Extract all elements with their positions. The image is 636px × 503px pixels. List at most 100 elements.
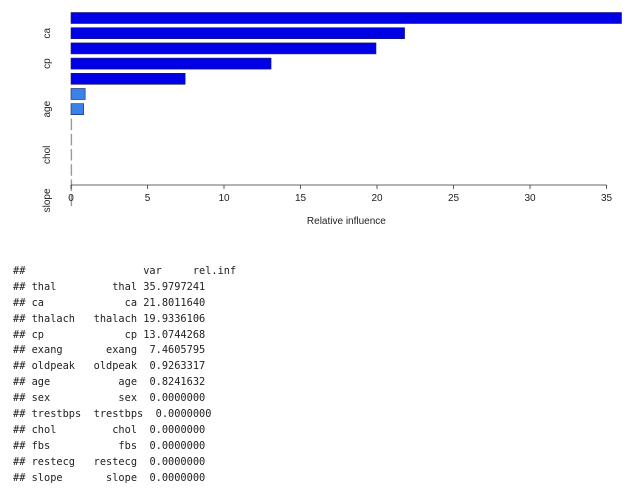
row-name: restecg [31,455,76,468]
x-tick-label: 25 [448,193,460,204]
row-name: ca [31,296,45,309]
console-prompt: ## [13,280,26,293]
x-tick-label: 35 [601,193,613,204]
bars-group [70,12,622,207]
bar-chol [70,149,73,161]
row-name: age [31,376,51,389]
console-row: ## fbs fbs 0.0000000 [13,439,236,455]
row-var: cp [124,328,138,341]
console-prompt: ## [13,408,26,421]
console-row: ## age age 0.8241632 [13,375,236,391]
row-rel-inf: 0.0000000 [149,439,206,452]
console-prompt: ## [13,328,26,341]
x-tick-label: 15 [295,193,307,204]
bar-oldpeak [70,88,86,100]
row-rel-inf: 7.4605795 [149,344,206,357]
row-var: fbs [118,439,138,452]
console-prompt: ## [13,392,26,405]
row-rel-inf: 0.0000000 [155,408,212,421]
header-var: var [143,265,162,277]
bar-age [70,103,84,115]
row-name: fbs [31,439,51,452]
x-axis: 0 5 10 15 20 25 30 35 [68,184,613,204]
x-axis-title: Relative influence [307,216,386,227]
row-var: thal [112,280,138,293]
row-rel-inf: 21.8011640 [143,296,206,309]
row-var: oldpeak [93,360,138,373]
y-tick-label-chol: chol [42,146,53,164]
row-name: sex [31,392,51,405]
row-rel-inf: 19.9336106 [143,312,206,325]
bar-exang [70,73,186,85]
row-name: cp [31,328,45,341]
row-name: chol [31,423,57,436]
row-var: trestbps [93,408,144,421]
console-prompt: ## [13,439,26,452]
console-prompt: ## [13,423,26,436]
x-tick-label: 10 [218,193,230,204]
row-var: exang [106,344,138,357]
row-name: slope [31,471,63,484]
y-tick-label-age: age [42,100,53,117]
console-row: ## trestbps trestbps 0.0000000 [13,407,236,423]
bar-sex [70,118,73,131]
bar-thal [70,12,622,24]
console-row: ## chol chol 0.0000000 [13,423,236,439]
row-name: oldpeak [31,360,76,373]
console-row: ## restecg restecg 0.0000000 [13,455,236,471]
row-rel-inf: 0.0000000 [149,423,206,436]
console-row: ## slope slope 0.0000000 [13,471,236,487]
console-row: ## ca ca 21.8011640 [13,296,236,312]
row-rel-inf: 13.0744268 [143,328,206,341]
row-var: restecg [93,455,138,468]
console-row: ## oldpeak oldpeak 0.9263317 [13,359,236,375]
console-prompt: ## [13,471,26,484]
bar-thalach [70,42,377,55]
row-name: thalach [31,312,76,325]
row-var: sex [118,392,138,405]
relative-influence-chart: ca cp age chol slope 0 5 10 15 20 25 30 35 Relative… [0,0,636,240]
row-var: age [118,376,138,389]
x-tick-label: 0 [68,193,74,204]
console-row: ## exang exang 7.4605795 [13,343,236,359]
row-rel-inf: 0.8241632 [149,376,206,389]
console-row: ## thal thal 35.9797241 [13,280,236,296]
row-rel-inf: 0.0000000 [149,471,206,484]
bar-cp [70,57,272,70]
console-prompt: ## [13,376,26,389]
row-rel-inf: 0.0000000 [149,455,206,468]
header-relinf: rel.inf [192,265,237,277]
chart-svg: ca cp age chol slope 0 5 10 15 20 25 30 35 Relative… [42,12,622,227]
y-tick-label-cp: cp [42,58,53,69]
console-row: ## sex sex 0.0000000 [13,391,236,407]
console-header: ## var rel.inf [13,264,236,280]
row-name: trestbps [31,408,82,421]
bar-ca [70,27,405,40]
console-prompt: ## [13,265,26,277]
bar-slope [70,194,73,207]
console-prompt: ## [13,455,26,468]
console-prompt: ## [13,296,26,309]
row-var: slope [106,471,138,484]
x-tick-label: 30 [524,193,536,204]
bar-fbs [70,164,73,176]
x-tick-label: 20 [371,193,383,204]
y-tick-label-ca: ca [42,27,53,38]
console-row: ## thalach thalach 19.9336106 [13,312,236,328]
bar-trestbps [70,133,73,146]
console-prompt: ## [13,312,26,325]
row-rel-inf: 0.0000000 [149,392,206,405]
console-prompt: ## [13,344,26,357]
y-tick-label-slope: slope [42,188,53,212]
row-var: ca [124,296,138,309]
console-row: ## cp cp 13.0744268 [13,328,236,344]
row-var: chol [112,423,138,436]
x-tick-label: 5 [145,193,151,204]
console-output: ## var rel.inf ## thal thal 35.9797241 ## … [13,264,236,486]
row-name: exang [31,344,63,357]
row-var: thalach [93,312,138,325]
y-axis: ca cp age chol slope [42,27,53,212]
row-name: thal [31,280,57,293]
row-rel-inf: 0.9263317 [149,360,206,373]
row-rel-inf: 35.9797241 [143,280,206,293]
